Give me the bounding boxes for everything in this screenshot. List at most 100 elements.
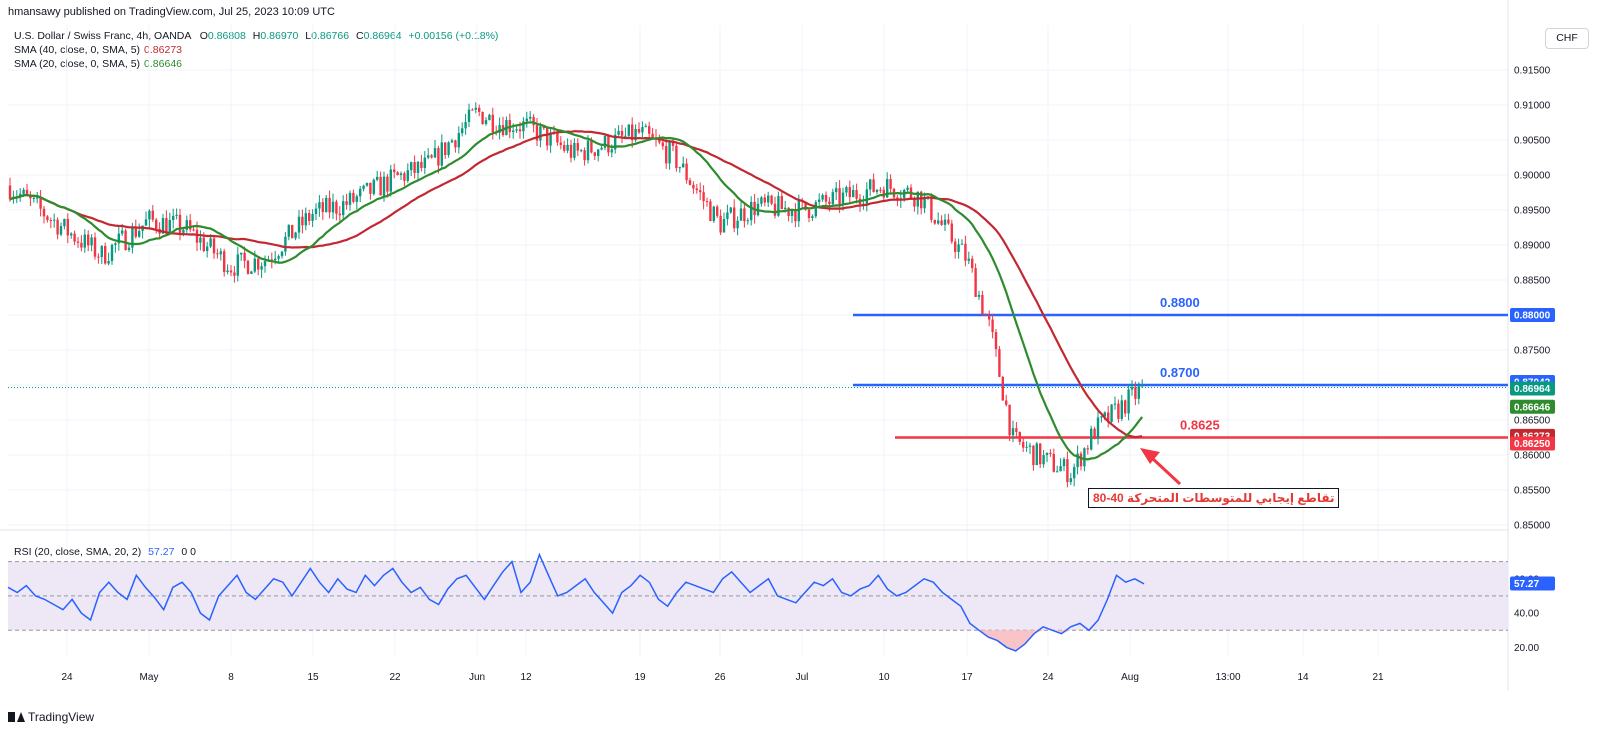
footer-brand[interactable]: TradingView — [8, 710, 94, 724]
time-axis: 24 May 8 15 22 Jun 12 19 26 Jul 10 17 24 Aug 13:00 14 21 — [61, 672, 1384, 683]
candle-body — [733, 207, 736, 229]
candle-body — [399, 173, 403, 176]
candle-body — [954, 241, 957, 252]
candle-body — [750, 201, 753, 221]
candle-body — [471, 109, 474, 111]
candle-body — [818, 199, 821, 203]
candle-body — [967, 258, 970, 261]
candle-body — [879, 189, 882, 191]
candle-body — [542, 126, 545, 129]
footer-brand-label: TradingView — [28, 710, 95, 724]
candle-body — [1008, 404, 1011, 436]
candle-body — [675, 145, 678, 168]
candle-body — [648, 126, 651, 134]
candle-body — [869, 179, 872, 190]
candle-body — [678, 167, 681, 169]
candle-body — [212, 238, 216, 254]
candle-body — [889, 179, 892, 189]
candle-body — [83, 234, 86, 248]
candle-body — [291, 224, 294, 239]
candle-body — [971, 258, 974, 269]
candle-body — [726, 212, 729, 219]
candle-body — [311, 214, 314, 221]
annotation-arrow — [1140, 448, 1182, 486]
symbol-legend: U.S. Dollar / Swiss Franc, 4h, OANDA O0.… — [14, 30, 498, 42]
candle-body — [393, 169, 396, 173]
candle-body — [386, 176, 389, 192]
candle-body — [345, 201, 348, 205]
candle-body — [433, 148, 437, 158]
sma40-legend[interactable]: SMA (40, close, 0, SMA, 5) 0.86273 — [14, 44, 182, 56]
candle-body — [620, 130, 624, 136]
candle-body — [593, 152, 596, 157]
candle-body — [831, 192, 834, 205]
sma20-legend[interactable]: SMA (20, close, 0, SMA, 5) 0.86646 — [14, 58, 182, 70]
candle-body — [794, 210, 797, 222]
candle-body — [556, 133, 559, 143]
candle-body — [865, 189, 868, 204]
candle-body — [236, 254, 239, 276]
candle-body — [1001, 376, 1004, 401]
candle-body — [906, 187, 909, 191]
candles — [8, 102, 1144, 488]
candle-body — [787, 207, 790, 217]
candle-body — [1015, 428, 1018, 432]
price-label-bg — [1510, 308, 1555, 322]
ohlc-open: 0.86808 — [207, 30, 246, 42]
candle-body — [365, 182, 369, 186]
sma20-line — [9, 121, 1144, 461]
candle-body — [93, 237, 97, 257]
candle-body — [1117, 403, 1120, 419]
candle-body — [1130, 387, 1134, 390]
candle-body — [1066, 459, 1069, 483]
candle-body — [1137, 386, 1140, 399]
candle-body — [467, 109, 471, 122]
candle-body — [937, 220, 940, 224]
candle-body — [1069, 478, 1072, 483]
candle-body — [1141, 384, 1144, 387]
candle-body — [1120, 400, 1123, 419]
currency-selector[interactable]: CHF — [1545, 28, 1589, 49]
candle-body — [1056, 471, 1059, 473]
candle-body — [1035, 443, 1038, 466]
candle-body — [491, 114, 494, 133]
candle-body — [1025, 446, 1028, 448]
candle-body — [1022, 442, 1025, 448]
price-tick: 0.90500 — [1514, 136, 1551, 147]
candle-body — [600, 147, 603, 150]
moving-averages — [8, 121, 1508, 461]
candle-body — [277, 256, 280, 259]
candle-body — [603, 135, 607, 148]
candle-body — [1059, 466, 1062, 472]
candle-body — [280, 251, 284, 257]
candle-body — [651, 133, 654, 138]
candle-body — [746, 220, 749, 222]
candle-body — [199, 237, 202, 243]
candle-body — [36, 197, 39, 199]
candle-body — [134, 226, 137, 237]
candle-body — [1090, 428, 1093, 450]
price-label-bg — [1510, 381, 1555, 396]
candle-body — [454, 140, 457, 148]
candle-body — [586, 140, 590, 161]
candle-body — [977, 294, 981, 297]
candle-body — [624, 135, 627, 137]
time-tick: 12 — [520, 672, 532, 683]
candle-body — [994, 332, 998, 350]
candle-body — [940, 220, 943, 225]
crossover-annotation: تقاطع إيجابي للمتوسطات المتحركة 40-80 — [1088, 488, 1340, 508]
candle-body — [1096, 417, 1100, 440]
candle-body — [729, 207, 732, 213]
ohlc-low-label: L — [305, 30, 312, 42]
sma40-value: 0.86273 — [144, 44, 183, 56]
rsi-legend[interactable]: RSI (20, close, SMA, 20, 2) 57.27 0 0 — [14, 546, 196, 558]
symbol-title: U.S. Dollar / Swiss Franc, 4h, OANDA — [14, 30, 191, 42]
candle-body — [1134, 387, 1137, 399]
price-tick: 0.91000 — [1514, 101, 1551, 112]
candle-body — [607, 135, 610, 153]
candle-body — [767, 195, 770, 203]
candle-body — [104, 246, 107, 264]
candle-body — [192, 229, 195, 231]
